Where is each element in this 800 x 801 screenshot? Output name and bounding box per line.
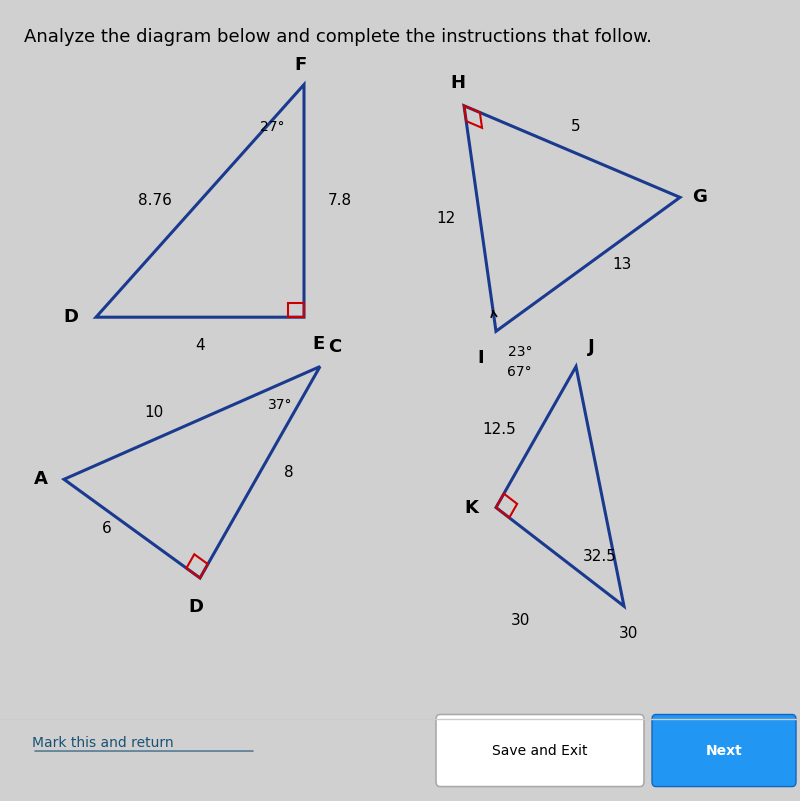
Text: 32.5: 32.5 bbox=[582, 549, 616, 565]
Text: D: D bbox=[189, 598, 203, 616]
Text: I: I bbox=[478, 349, 484, 367]
Text: 30: 30 bbox=[618, 626, 638, 641]
Text: 67°: 67° bbox=[507, 365, 532, 379]
Text: 5: 5 bbox=[571, 119, 581, 134]
Text: 23°: 23° bbox=[508, 345, 533, 360]
Text: C: C bbox=[328, 338, 342, 356]
Text: G: G bbox=[692, 188, 707, 207]
Text: F: F bbox=[294, 56, 306, 74]
Text: 6: 6 bbox=[102, 521, 112, 536]
Text: H: H bbox=[450, 74, 465, 91]
Text: K: K bbox=[465, 498, 478, 517]
Text: 27°: 27° bbox=[260, 120, 285, 134]
Text: 8: 8 bbox=[284, 465, 294, 480]
Text: E: E bbox=[312, 335, 324, 352]
Text: 12.5: 12.5 bbox=[482, 422, 516, 437]
Text: 30: 30 bbox=[510, 614, 530, 628]
Text: A: A bbox=[34, 470, 48, 489]
Text: 13: 13 bbox=[612, 257, 631, 272]
Text: J: J bbox=[588, 338, 594, 356]
Text: 4: 4 bbox=[195, 338, 205, 353]
Text: D: D bbox=[63, 308, 78, 326]
Text: Next: Next bbox=[706, 743, 742, 758]
FancyBboxPatch shape bbox=[436, 714, 644, 787]
Text: 12: 12 bbox=[437, 211, 456, 226]
Text: 8.76: 8.76 bbox=[138, 193, 172, 208]
Text: Save and Exit: Save and Exit bbox=[492, 743, 588, 758]
Text: 10: 10 bbox=[145, 405, 164, 420]
Text: 7.8: 7.8 bbox=[328, 193, 352, 208]
Text: Mark this and return: Mark this and return bbox=[32, 736, 174, 751]
Text: 37°: 37° bbox=[268, 398, 293, 413]
Text: Analyze the diagram below and complete the instructions that follow.: Analyze the diagram below and complete t… bbox=[24, 28, 652, 46]
FancyBboxPatch shape bbox=[652, 714, 796, 787]
